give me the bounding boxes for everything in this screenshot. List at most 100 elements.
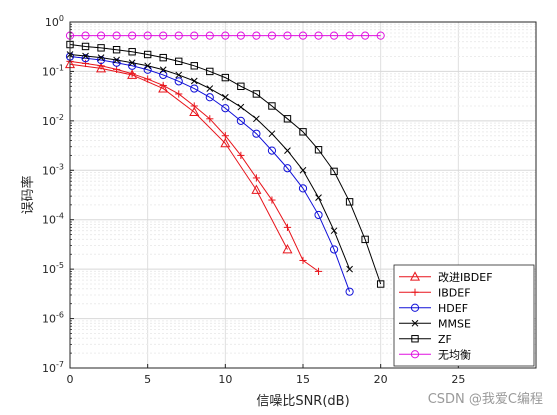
data-point [113,56,120,64]
data-point [113,65,121,73]
data-point [268,130,276,138]
data-point [206,67,214,76]
data-point [220,137,231,148]
data-point [252,129,261,138]
data-point [144,75,152,83]
data-point [268,196,276,204]
data-point [330,167,338,176]
data-point [158,83,169,93]
data-point [205,31,214,40]
legend-label: MMSE [438,317,471,330]
data-point [81,54,90,63]
x-tick-label: 10 [218,373,232,386]
data-point [175,90,183,98]
x-axis-label: 信噪比SNR(dB) [256,394,349,409]
legend-label: 无均衡 [438,348,471,361]
data-point [237,151,245,160]
y-tick-label: 10-2 [42,113,64,128]
legend-marker [410,303,420,312]
data-point [237,103,245,111]
data-point [314,31,323,40]
data-point [252,90,261,98]
data-point [345,31,354,40]
data-point [189,106,200,117]
data-point [315,194,322,201]
data-point [190,84,199,93]
y-tick-label: 10-5 [42,261,64,276]
legend-item: HDEF [399,302,468,315]
data-point [81,31,90,40]
data-point [144,62,152,70]
data-point [128,48,136,56]
legend-item: 改进IBDEF [399,270,493,284]
data-point [96,55,106,65]
data-point [284,147,291,154]
data-point [299,128,307,136]
data-point [252,31,261,40]
legend-item: IBDEF [399,286,471,299]
data-point [128,59,136,67]
data-point [159,31,168,40]
data-point [236,31,245,40]
data-point [298,184,308,193]
data-point [174,77,183,86]
legend-label: HDEF [438,302,468,315]
series-3 [66,51,353,273]
data-point [175,71,183,79]
legend-marker [410,350,420,359]
data-point [299,256,307,265]
y-tick-label: 10-4 [42,212,64,227]
data-point [283,223,292,231]
data-point [221,132,229,140]
y-tick-label: 10-3 [42,162,64,177]
data-point [96,31,106,40]
data-point [159,66,167,74]
data-point [298,31,308,40]
data-point [268,102,276,110]
legend-box [393,264,535,367]
legend-marker [411,288,419,296]
data-point [361,235,369,244]
data-point [82,52,89,60]
data-point [346,265,353,273]
data-point [143,50,152,59]
data-point [112,46,121,54]
data-point [112,31,121,40]
series-line [69,63,288,250]
legend-label: ZF [438,333,452,346]
data-point [251,184,262,194]
y-tick-label: 10-1 [42,63,64,78]
series-line [69,44,382,285]
data-point [97,54,105,62]
y-tick-label: 100 [45,14,64,29]
data-point [143,31,152,40]
x-tick-label: 20 [374,373,388,386]
x-tick-label: 5 [144,373,151,386]
data-point [345,198,354,206]
legend-marker [411,319,419,327]
data-point [190,62,198,70]
data-point [314,210,323,220]
data-point [159,70,168,80]
data-point [159,53,167,62]
x-tick-label: 15 [296,373,310,386]
data-point [237,82,245,91]
data-point [112,58,121,67]
data-point [221,104,230,113]
data-point [329,245,339,254]
legend-marker [409,271,421,281]
legend: 改进IBDEF IBDEF HDEF MMSE ZF 无均衡 [393,264,535,367]
data-point [267,31,277,40]
data-point [283,164,292,173]
data-point [190,102,198,110]
data-point [283,31,292,40]
data-point [175,57,183,66]
data-point [221,93,229,101]
y-tick-label: 10-6 [42,311,64,326]
data-point [81,42,90,51]
data-point [81,59,90,68]
data-point [314,146,323,154]
data-point [376,31,385,40]
data-point [267,146,277,155]
